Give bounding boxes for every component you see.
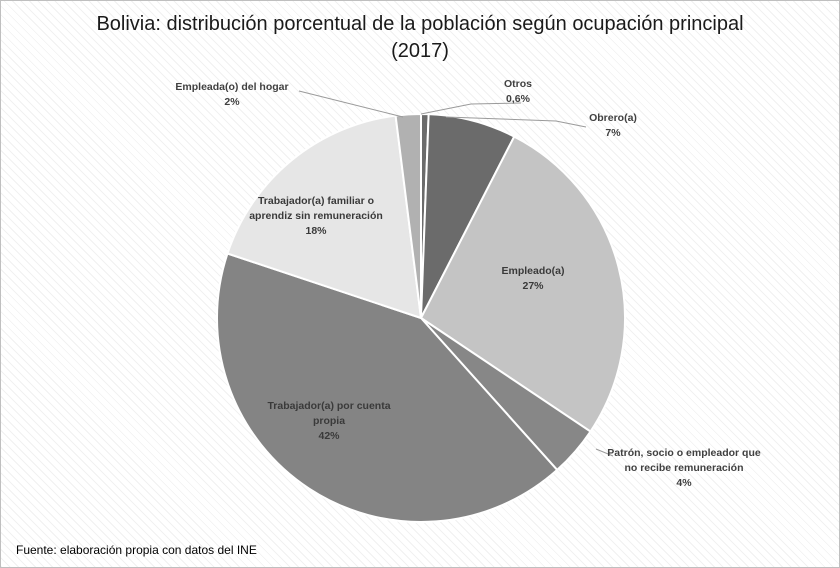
- slice-label-1: Otros 0,6%: [504, 78, 532, 105]
- slice-label-2: Obrero(a) 7%: [589, 112, 637, 139]
- chart-title-line-2: (2017): [391, 40, 449, 62]
- slice-label-6: Trabajador(a) familiar o aprendiz sin rem…: [249, 195, 383, 237]
- leader-line-7: [298, 90, 404, 118]
- slice-label-7: Empleada(o) del hogar 2%: [175, 81, 288, 108]
- leader-line-1: [420, 102, 522, 115]
- pie-slice-6: [226, 114, 423, 320]
- leader-line-4: [595, 448, 614, 457]
- chart-title-line-1: Bolivia: distribución porcentual de la p…: [96, 13, 744, 35]
- slice-label-3: Empleado(a) 27%: [501, 265, 564, 292]
- source-note: Fuente: elaboración propia con datos del…: [16, 543, 257, 557]
- chart-title: Bolivia: distribución porcentual de la p…: [1, 11, 839, 65]
- slice-label-5: Trabajador(a) por cuenta propia 42%: [267, 400, 390, 442]
- slice-label-4: Patrón, socio o empleador que no recibe r…: [607, 447, 761, 489]
- pie-slice-5: [216, 252, 559, 523]
- pie-slice-3: [419, 135, 626, 433]
- leader-line-2: [445, 116, 587, 128]
